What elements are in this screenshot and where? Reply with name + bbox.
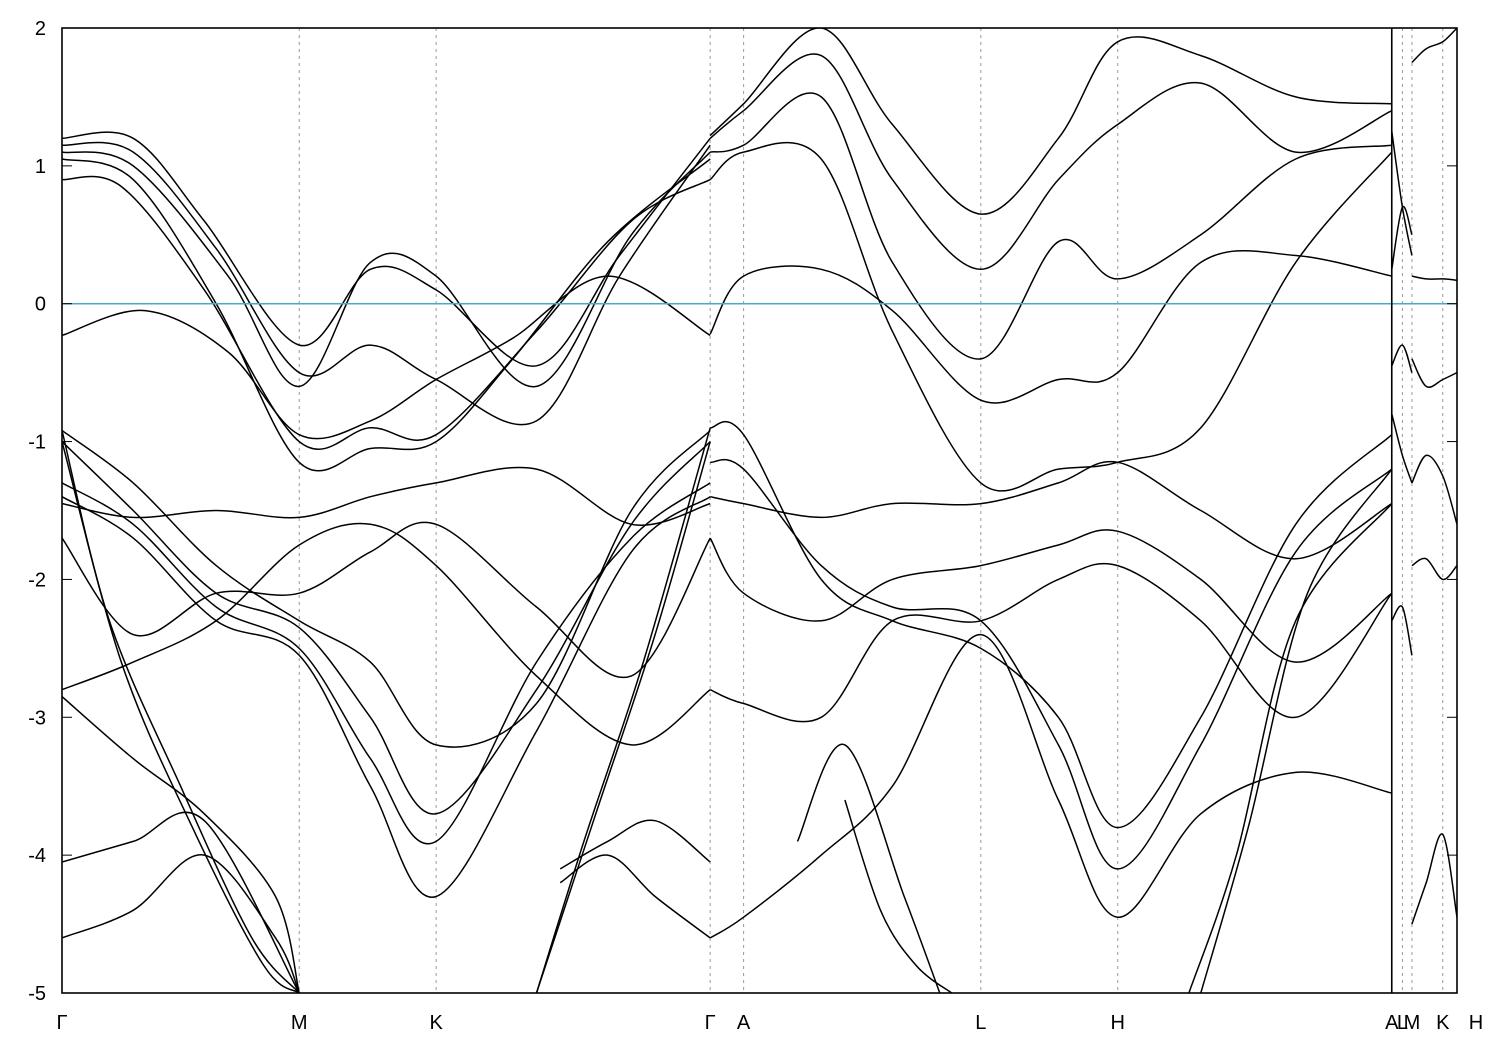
band-series-2 bbox=[62, 158, 711, 472]
x-axis: Γ M K Γ A L H ALM K H bbox=[56, 1012, 1483, 1034]
band-series-40 bbox=[1391, 413, 1413, 484]
y-tick-label: 1 bbox=[35, 156, 46, 178]
band-series-11 bbox=[62, 521, 711, 679]
band-series-43 bbox=[1411, 454, 1457, 525]
band-series-24 bbox=[710, 460, 1393, 560]
x-tick-label: M bbox=[291, 1012, 308, 1034]
y-axis: 2 1 0 -1 -2 -3 -4 -5 bbox=[28, 18, 1457, 1005]
band-series-8 bbox=[62, 482, 711, 845]
band-series-41 bbox=[1391, 605, 1413, 656]
band-series-12 bbox=[62, 522, 711, 746]
band-series-20 bbox=[559, 819, 711, 870]
band-series-27 bbox=[709, 633, 1392, 939]
y-tick-label: -1 bbox=[28, 432, 46, 454]
band-series-19 bbox=[535, 441, 711, 993]
band-series-3 bbox=[62, 151, 711, 388]
band-series-16 bbox=[62, 811, 300, 993]
band-series-39 bbox=[1391, 344, 1413, 373]
band-series-44 bbox=[1411, 557, 1457, 581]
band-series-33 bbox=[796, 743, 941, 993]
band-series-47 bbox=[1411, 275, 1457, 282]
band-series-9 bbox=[62, 496, 711, 898]
x-tick-label: Γ bbox=[56, 1012, 67, 1034]
y-tick-label: -2 bbox=[28, 569, 46, 591]
band-series-45 bbox=[1411, 833, 1457, 925]
band-series-37 bbox=[1391, 131, 1413, 256]
y-tick-label: 2 bbox=[35, 18, 46, 40]
plot-frame bbox=[61, 27, 1458, 994]
bands bbox=[62, 28, 1457, 993]
x-tick-label: M bbox=[1404, 1012, 1421, 1034]
band-series-17 bbox=[62, 854, 300, 993]
band-series-10 bbox=[62, 466, 711, 526]
x-tick-label: K bbox=[429, 1012, 443, 1034]
band-series-42 bbox=[1411, 358, 1457, 388]
kpath-lines bbox=[298, 28, 1444, 993]
band-series-31 bbox=[709, 53, 1393, 271]
band-series-34 bbox=[844, 799, 953, 993]
x-tick-label: L bbox=[975, 1012, 986, 1034]
band-series-28 bbox=[709, 249, 1392, 404]
x-tick-label: H bbox=[1111, 1012, 1125, 1034]
x-tick-label: L bbox=[1397, 1012, 1408, 1034]
band-series-38 bbox=[1391, 205, 1413, 270]
band-series-18 bbox=[535, 427, 711, 993]
y-tick-label: -4 bbox=[28, 845, 46, 867]
band-series-23 bbox=[710, 458, 1393, 870]
x-tick-label: Γ bbox=[705, 1012, 716, 1034]
band-series-32 bbox=[709, 28, 1392, 215]
band-series-26 bbox=[709, 562, 1393, 723]
y-tick-label: 0 bbox=[35, 294, 46, 316]
x-tick-label: A bbox=[737, 1012, 751, 1034]
band-series-36 bbox=[1200, 468, 1393, 993]
band-series-6 bbox=[62, 429, 711, 748]
y-tick-label: -5 bbox=[28, 983, 46, 1005]
band-series-25 bbox=[709, 529, 1393, 663]
band-series-30 bbox=[710, 92, 1392, 360]
x-tick-label: K bbox=[1436, 1012, 1450, 1034]
band-series-22 bbox=[710, 420, 1393, 829]
band-series-5 bbox=[62, 131, 711, 367]
band-series-29 bbox=[709, 141, 1393, 492]
x-tick-label: H bbox=[1469, 1012, 1483, 1034]
band-series-46 bbox=[1411, 28, 1457, 64]
band-series-15 bbox=[62, 696, 300, 993]
x-tick-label: A bbox=[1385, 1012, 1399, 1034]
band-series-0 bbox=[62, 275, 711, 440]
y-tick-label: -3 bbox=[28, 707, 46, 729]
band-series-4 bbox=[62, 141, 711, 426]
band-series-14 bbox=[62, 441, 300, 993]
band-series-35 bbox=[1188, 503, 1393, 993]
band-series-1 bbox=[62, 175, 711, 450]
band-series-21 bbox=[559, 854, 711, 939]
